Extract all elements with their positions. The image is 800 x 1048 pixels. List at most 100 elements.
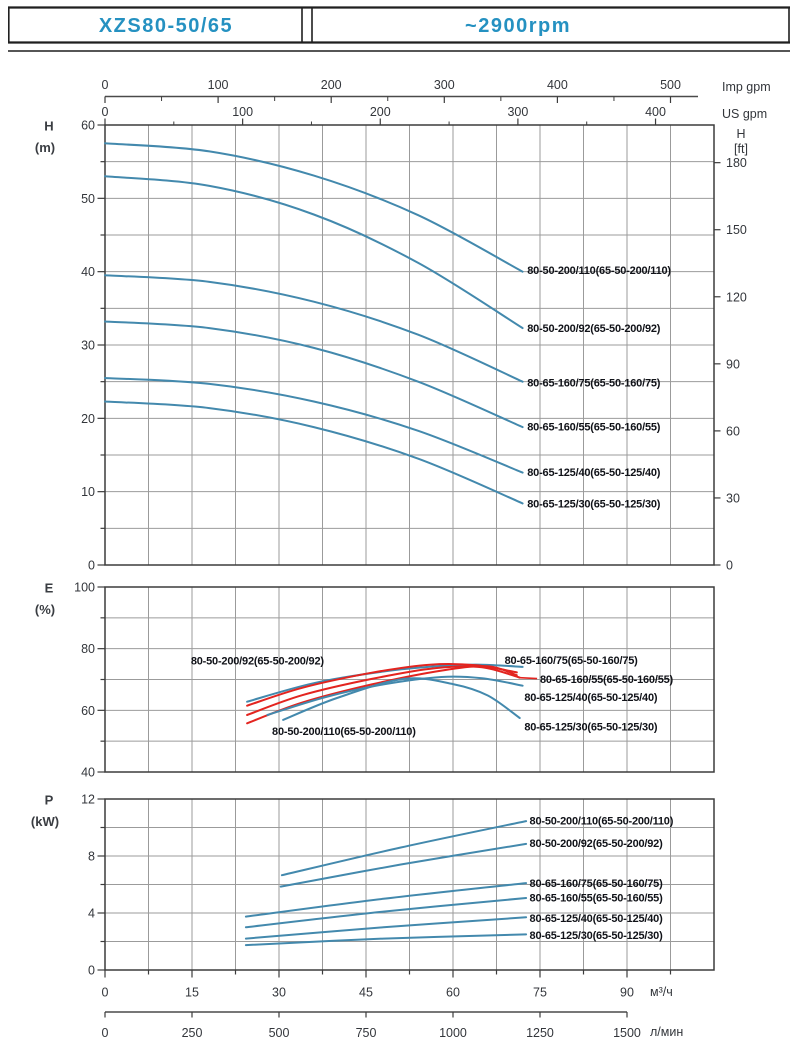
curves: 80-65-160/75(65-50-160/75) 80-50-200/92(6… [191,655,674,738]
lmin-tick-label: 0 [102,1026,109,1040]
lmin-tick-label: 1250 [526,1026,554,1040]
imp-gpm-unit-label: Imp gpm [722,80,771,94]
pump-curve [282,677,521,721]
us-tick-label: 200 [370,105,391,119]
m3h-tick-label: 0 [102,986,109,1000]
imp-tick-label: 100 [208,78,229,92]
curve-label: 80-65-125/30(65-50-125/30) [524,721,658,733]
m3h-tick-label: 60 [446,986,460,1000]
m3h-tick-label: 15 [185,986,199,1000]
lmin-tick-label: 250 [182,1026,203,1040]
imp-tick-label: 300 [434,78,455,92]
curve-label: 80-65-125/30(65-50-125/30) [530,930,664,942]
us-tick-label: 100 [232,105,253,119]
y-tick-label: 50 [81,192,95,206]
ft-axis-unit: [ft] [734,142,748,156]
curve-label: 80-65-125/30(65-50-125/30) [527,498,661,510]
pump-curve [244,933,528,947]
lmin-unit-label: л/мин [650,1025,683,1039]
imp-tick-label: 0 [102,78,109,92]
pump-curve [104,142,524,273]
curves: 80-50-200/110(65-50-200/110) 80-50-200/92… [104,142,672,510]
y-tick-label: 10 [81,485,95,499]
ft-tick-label: 120 [726,290,747,304]
y-tick-label: 60 [81,704,95,718]
head-chart: 0 10 20 30 40 50 60 H (m) 80-50-200/110(65-50-200… [35,119,715,573]
y-axis-unit: (kW) [31,814,59,829]
curve-label: 80-50-200/110(65-50-200/110) [530,815,674,827]
grid [105,799,714,970]
flow-axis-top: 0 100 200 300 400 500 Imp gpm 0 100 200 300 400 US g… [102,78,771,125]
y-axis: 0 10 20 30 40 50 60 [81,119,105,573]
m3h-tick-label: 90 [620,986,634,1000]
y-tick-label: 12 [81,793,95,807]
y-axis-unit: (m) [35,140,55,155]
pump-curve [246,663,524,703]
ft-tick-label: 30 [726,491,740,505]
m3h-tick-label: 45 [359,986,373,1000]
ft-tick-label: 150 [726,223,747,237]
y-axis: 40 60 80 100 [74,581,105,780]
y-axis-title: P [45,793,54,808]
pump-curve [104,377,524,474]
curve-label: 80-65-160/55(65-50-160/55) [530,892,664,904]
pump-curve [104,320,524,429]
curve-label: 80-50-200/92(65-50-200/92) [191,655,325,667]
us-gpm-axis: 0 100 200 300 400 US gpm [102,105,767,125]
m3h-axis: 0 15 30 45 60 75 90 м³/ч [102,970,673,1000]
pump-curve [246,665,521,716]
y-axis-title: H [44,119,53,134]
ft-tick-label: 180 [726,156,747,170]
y-tick-label: 20 [81,412,95,426]
pump-curve [280,820,528,877]
pump-curve [244,916,528,940]
y-tick-label: 60 [81,119,95,133]
ft-tick-label: 60 [726,424,740,438]
curve-label: 80-50-200/110(65-50-200/110) [527,265,671,277]
imp-tick-label: 400 [547,78,568,92]
m3h-tick-label: 30 [272,986,286,1000]
curve-label: 80-65-160/75(65-50-160/75) [530,878,664,890]
curve-label: 80-65-160/55(65-50-160/55) [540,674,674,686]
curves: 80-50-200/110(65-50-200/110) 80-50-200/92… [244,815,674,947]
pump-speed-title: ~2900rpm [465,15,571,37]
y-tick-label: 100 [74,581,95,595]
lmin-tick-label: 750 [356,1026,377,1040]
us-gpm-unit-label: US gpm [722,107,767,121]
curve-label: 80-65-160/75(65-50-160/75) [505,655,639,667]
ft-axis-title: H [736,127,745,141]
y-axis-unit: (%) [35,602,55,617]
y-tick-label: 4 [88,907,95,921]
curve-label: 80-65-160/75(65-50-160/75) [527,377,661,389]
curve-label: 80-50-200/92(65-50-200/92) [527,323,661,335]
imp-tick-label: 200 [321,78,342,92]
pump-curve [244,897,528,929]
label-leader-line [519,676,538,680]
y-tick-label: 40 [81,766,95,780]
curve-label: 80-65-125/40(65-50-125/40) [530,913,664,925]
curve-label: 80-65-160/55(65-50-160/55) [527,421,661,433]
curve-label: 80-50-200/92(65-50-200/92) [530,838,664,850]
lmin-axis: 0 250 500 750 1000 1250 1500 л/мин [102,1011,683,1040]
pump-curve [104,175,524,330]
us-tick-label: 400 [645,105,666,119]
ft-tick-label: 0 [726,559,733,573]
imp-tick-label: 500 [660,78,681,92]
y-tick-label: 0 [88,964,95,978]
pump-curve [266,675,524,716]
charts-area: 0102030405060H(m)80-50-200/110(65-50-200… [31,78,771,1040]
pump-curve [104,400,524,505]
pump-curve [104,274,524,383]
pump-curve [279,842,528,888]
pump-curve [246,665,518,725]
y-tick-label: 80 [81,642,95,656]
curve-label: 80-50-200/110(65-50-200/110) [272,726,416,738]
title-table: XZS80-50/65 ~2900rpm [8,6,790,52]
imp-gpm-axis: 0 100 200 300 400 500 Imp gpm [102,78,771,103]
ft-tick-label: 90 [726,357,740,371]
y-tick-label: 0 [88,559,95,573]
pump-curve [244,882,528,918]
